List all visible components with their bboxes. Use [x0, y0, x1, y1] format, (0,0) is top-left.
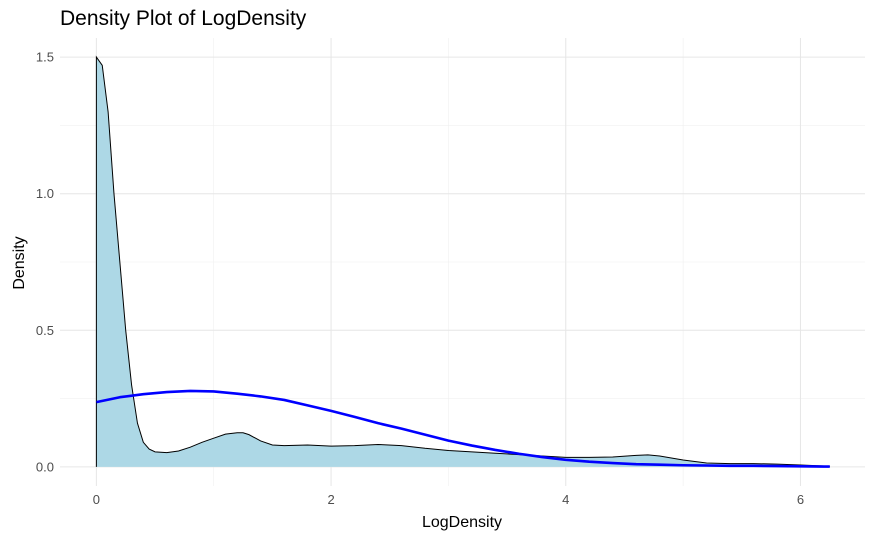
- x-tick-label: 4: [562, 492, 569, 507]
- y-tick-label: 1.5: [36, 50, 54, 65]
- y-tick-label: 1.0: [36, 186, 54, 201]
- x-tick-label: 0: [93, 492, 100, 507]
- series-layer: [95, 55, 830, 468]
- y-axis-ticks: 0.0 0.5 1.0 1.5: [36, 50, 54, 475]
- y-tick-label: 0.5: [36, 323, 54, 338]
- x-tick-label: 6: [797, 492, 804, 507]
- y-axis-title: Density: [11, 236, 28, 289]
- y-tick-label: 0.0: [36, 459, 54, 474]
- minor-gridlines: [60, 38, 865, 486]
- reference-density-line: [96, 389, 830, 468]
- x-axis-ticks: 0 2 4 6: [93, 492, 804, 507]
- chart-title: Density Plot of LogDensity: [60, 7, 307, 30]
- x-tick-label: 2: [327, 492, 334, 507]
- x-axis-title: LogDensity: [422, 514, 502, 531]
- density-area-outline: [95, 55, 830, 467]
